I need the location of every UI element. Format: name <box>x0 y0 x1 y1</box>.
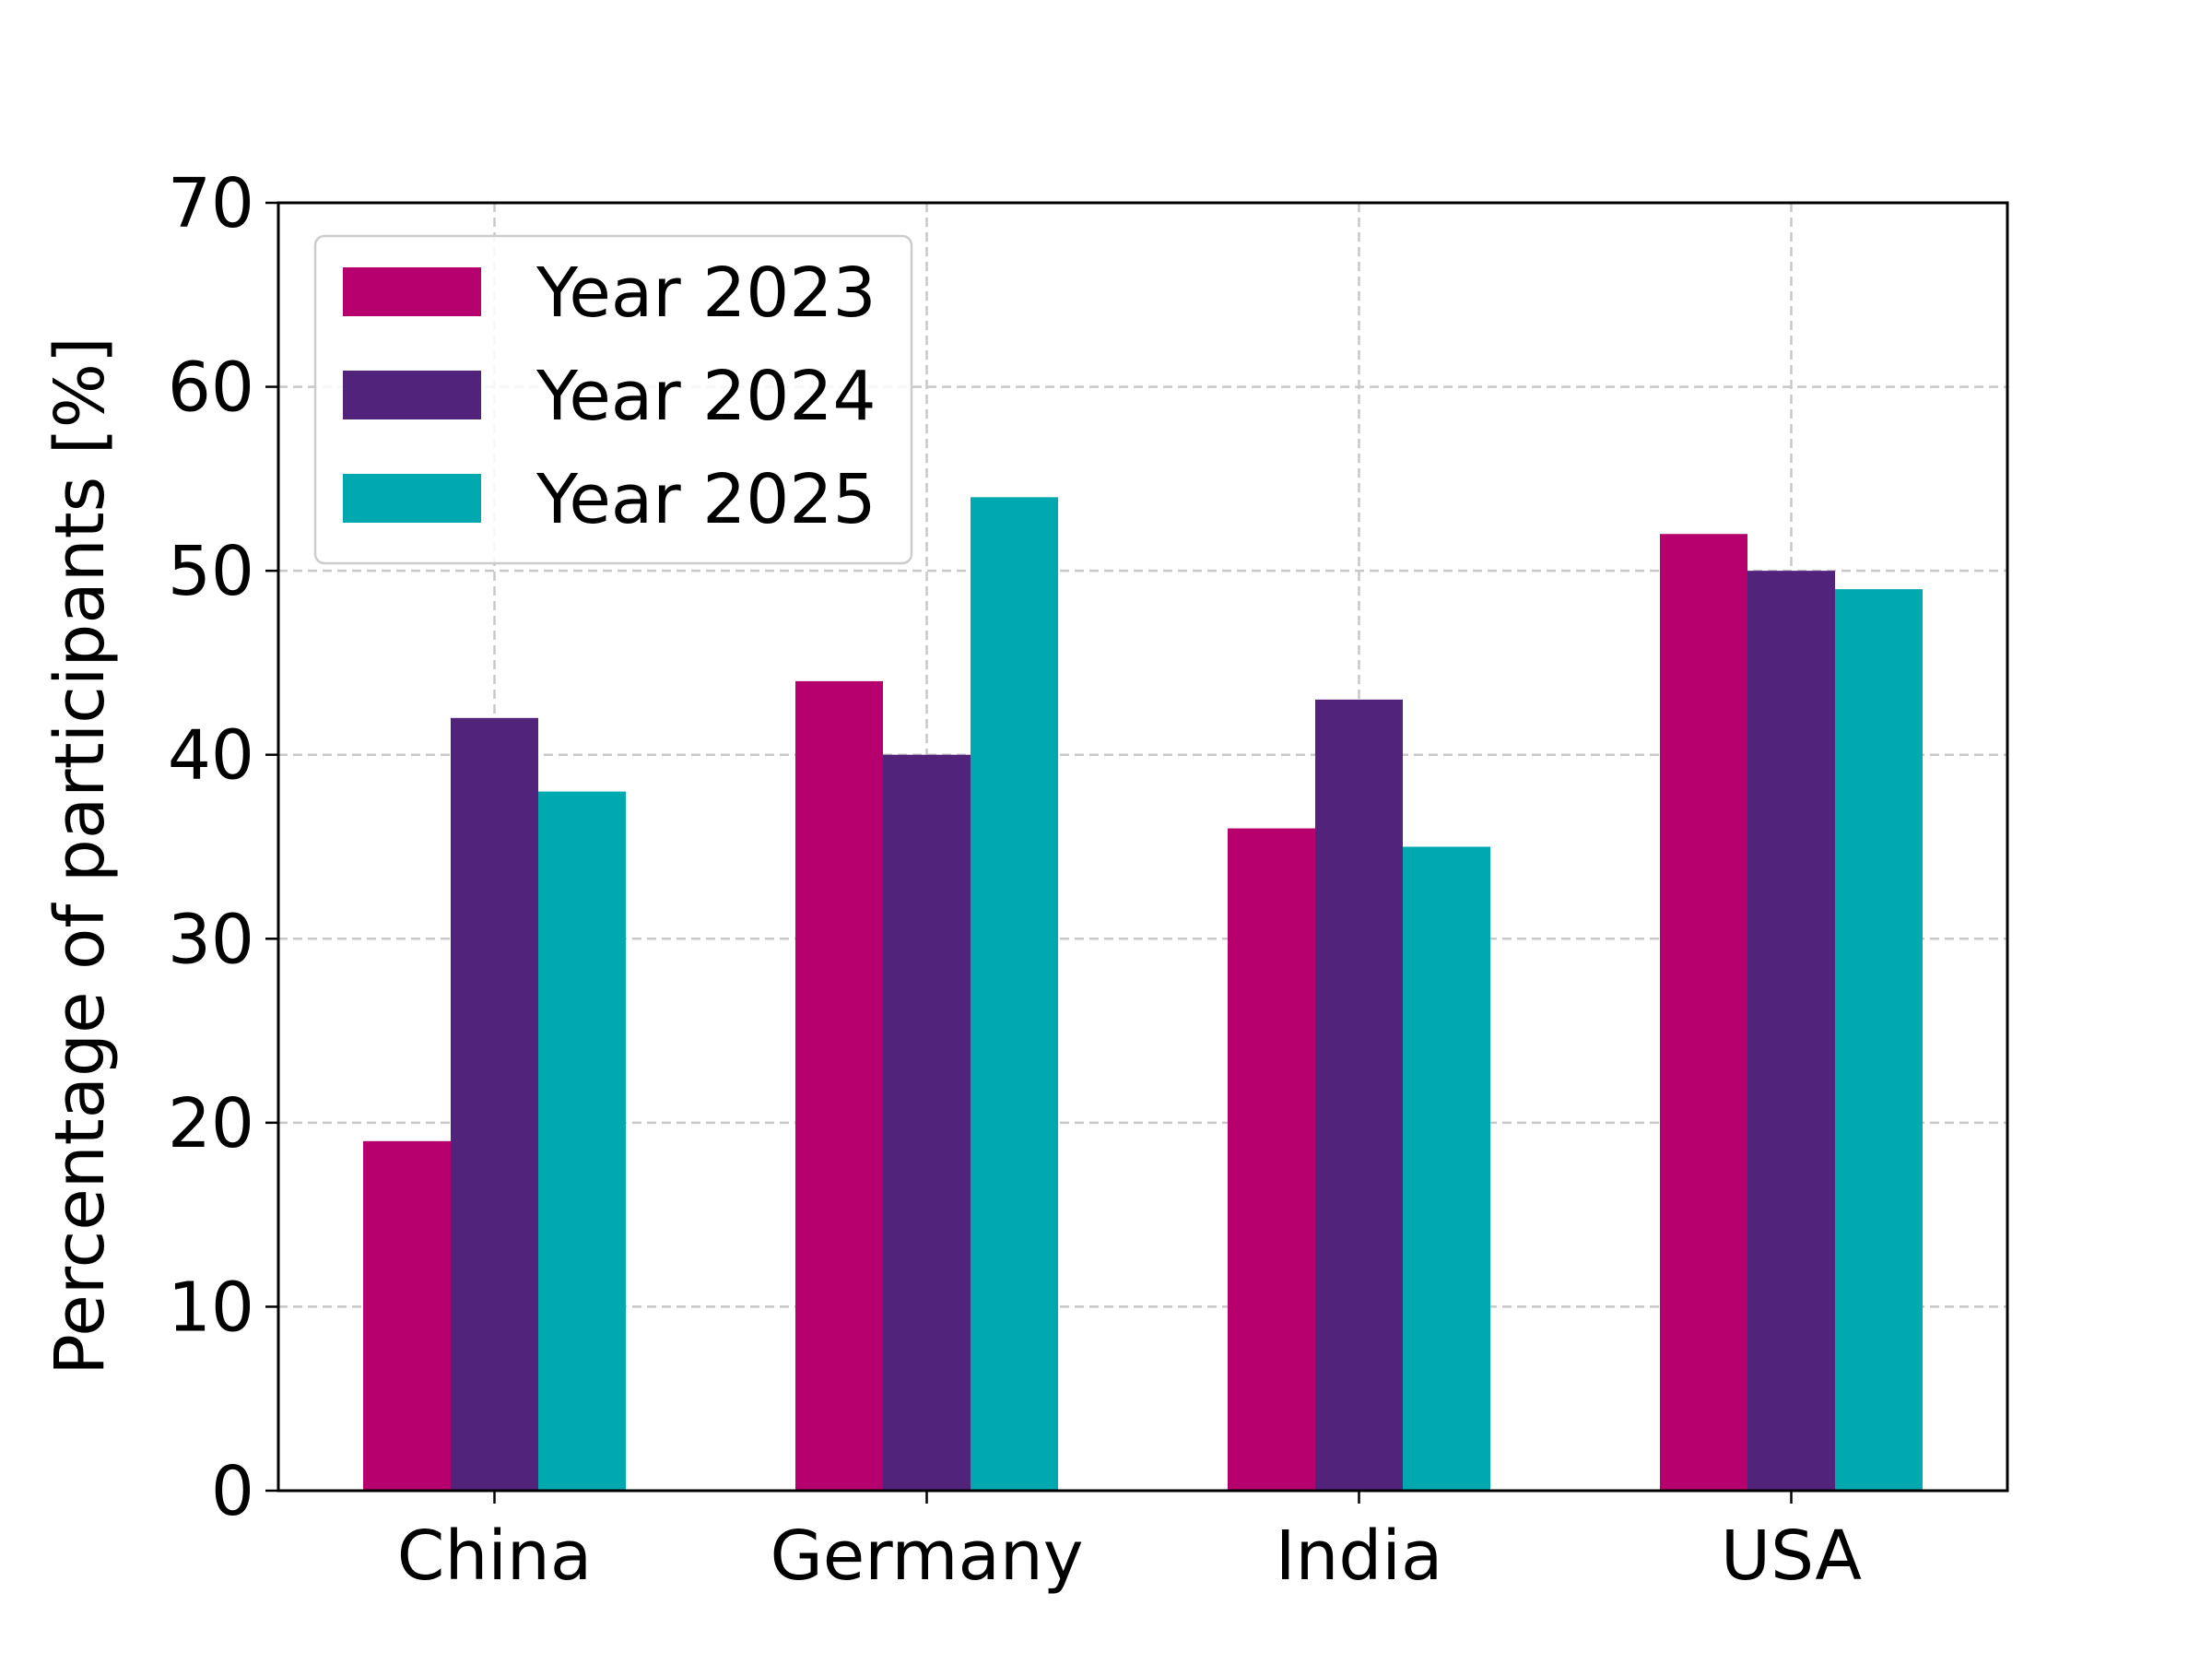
x-tick-label: Germany <box>770 1516 1083 1596</box>
y-axis-ticks: 0 10 20 30 40 50 60 70 <box>168 164 278 1531</box>
legend-label: Year 2023 <box>535 254 877 333</box>
legend-swatch <box>343 474 481 523</box>
bar <box>538 791 626 1491</box>
y-tick-label: 70 <box>168 164 254 243</box>
bar <box>971 497 1058 1492</box>
legend-label: Year 2025 <box>535 460 877 539</box>
y-axis-label: Percentage of participants [%] <box>41 336 120 1375</box>
bar <box>363 1140 451 1491</box>
y-tick-label: 10 <box>168 1268 254 1347</box>
bar <box>1403 846 1490 1491</box>
y-tick-label: 20 <box>168 1084 254 1163</box>
y-tick-label: 30 <box>168 900 254 979</box>
y-tick-label: 40 <box>168 716 254 796</box>
x-tick-label: India <box>1276 1516 1443 1596</box>
x-tick-label: China <box>397 1516 592 1596</box>
bar <box>795 680 883 1491</box>
bars <box>363 497 1923 1492</box>
y-tick-label: 50 <box>168 532 254 611</box>
y-tick-label: 0 <box>211 1452 254 1531</box>
legend-label: Year 2024 <box>535 357 877 436</box>
bar <box>883 754 971 1491</box>
bar <box>1315 699 1403 1491</box>
x-tick-label: USA <box>1721 1516 1863 1596</box>
y-tick-label: 60 <box>168 348 254 428</box>
legend: Year 2023 Year 2024 Year 2025 <box>313 234 913 565</box>
plot-area-frame <box>276 201 2009 1493</box>
bar <box>1747 571 1835 1491</box>
bar <box>451 717 538 1491</box>
bar <box>1835 589 1923 1491</box>
legend-swatch <box>343 371 481 419</box>
x-axis-ticks: China Germany India USA <box>397 1491 1863 1596</box>
bar <box>1228 828 1315 1491</box>
legend-swatch <box>343 267 481 316</box>
bar <box>1660 534 1747 1492</box>
